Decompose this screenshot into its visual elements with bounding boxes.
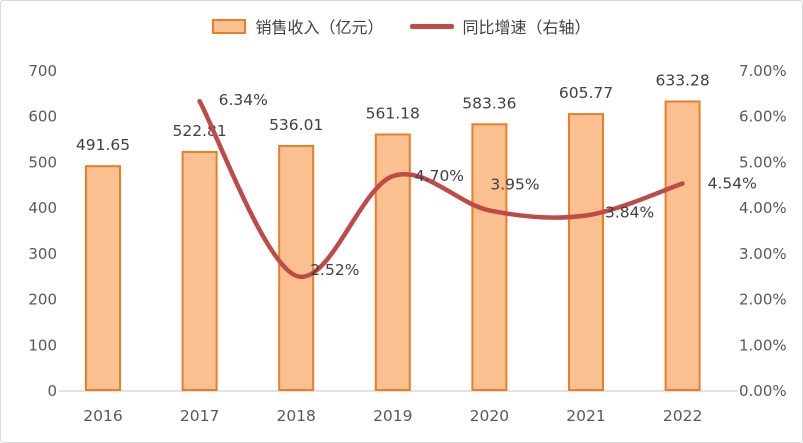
bar-value-label-2019: 561.18 [366,105,420,123]
right-axis-tick: 2.00% [739,291,787,309]
right-axis-tick: 1.00% [739,336,787,354]
right-axis-tick: 0.00% [739,382,787,400]
legend-item-growth: 同比增速（右轴） [409,14,591,38]
bar-2016 [85,165,121,391]
x-axis-label-2018: 2018 [276,407,315,425]
bar-2020 [471,123,508,392]
left-axis-tick: 200 [28,291,57,309]
right-axis-tick: 7.00% [739,62,787,80]
legend-item-revenue: 销售收入（亿元） [212,14,384,38]
x-axis-label-2019: 2019 [373,407,412,425]
right-axis-tick: 3.00% [739,245,787,263]
bar-value-label-2021: 605.77 [559,84,613,102]
bar-series-swatch [212,18,247,34]
right-axis-tick: 4.00% [739,199,787,217]
line-value-label-2017: 6.34% [219,91,268,109]
right-axis-tick: 5.00% [739,153,787,171]
legend-label-revenue: 销售收入（亿元） [255,18,384,37]
line-value-label-2020: 3.95% [490,175,539,193]
line-value-label-2022: 4.54% [708,175,757,193]
bar-value-label-2022: 633.28 [655,72,709,90]
bar-2017 [181,151,218,391]
growth-line [197,98,685,280]
line-value-label-2019: 4.70% [415,167,464,185]
bar-value-label-2018: 536.01 [269,116,323,134]
bar-2022 [664,100,701,391]
left-axis-tick: 0 [47,382,57,400]
line-series-swatch [409,23,454,29]
bar-value-label-2016: 491.65 [76,136,130,154]
legend: 销售收入（亿元） 同比增速（右轴） [1,14,802,38]
line-value-label-2018: 2.52% [310,261,359,279]
x-axis-label-2017: 2017 [180,407,219,425]
right-axis-tick: 6.00% [739,108,787,126]
x-axis-label-2022: 2022 [663,407,702,425]
x-axis-label-2016: 2016 [83,407,122,425]
left-axis-tick: 100 [28,336,57,354]
left-axis-tick: 500 [28,153,57,171]
x-axis-label-2020: 2020 [470,407,509,425]
left-axis-tick: 700 [28,62,57,80]
x-axis-label-2021: 2021 [566,407,605,425]
bar-2021 [568,113,604,391]
left-axis-tick: 300 [28,245,57,263]
line-value-label-2021: 3.84% [605,204,654,222]
bar-value-label-2020: 583.36 [462,94,516,112]
left-axis-tick: 400 [28,199,57,217]
legend-label-growth: 同比增速（右轴） [462,18,591,37]
left-axis-tick: 600 [28,108,57,126]
